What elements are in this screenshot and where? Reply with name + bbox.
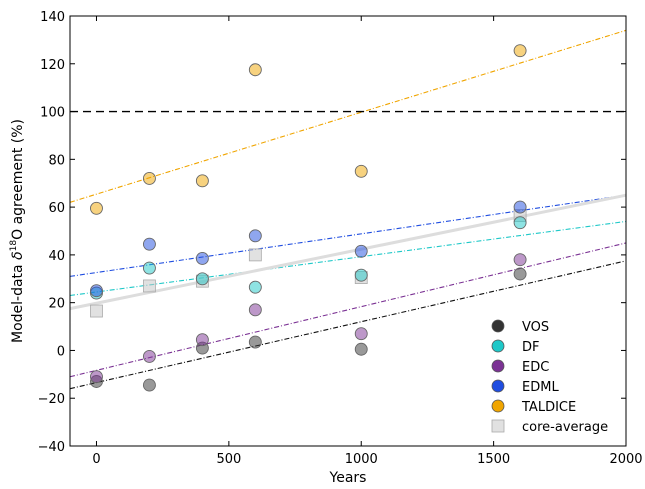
y-tick-label: 0 bbox=[57, 344, 65, 359]
legend-marker-df bbox=[491, 339, 505, 353]
core-average-point bbox=[248, 248, 262, 262]
edc-point bbox=[248, 303, 262, 317]
edc-point bbox=[142, 349, 156, 363]
y-tick-label: −40 bbox=[38, 440, 65, 455]
y-tick-label: −20 bbox=[38, 392, 65, 407]
x-tick-label: 1500 bbox=[477, 452, 510, 467]
edml-point bbox=[513, 200, 527, 214]
df-trend-line bbox=[69, 220, 627, 297]
df-point bbox=[513, 216, 527, 230]
y-tick-label: 20 bbox=[48, 297, 65, 312]
legend-label-taldice: TALDICE bbox=[521, 400, 576, 415]
x-tick-label: 500 bbox=[216, 452, 241, 467]
legend-marker-vos bbox=[491, 319, 505, 333]
df-point bbox=[142, 261, 156, 275]
y-axis-label-prefix: Model-data bbox=[10, 260, 26, 343]
legend-label-df: DF bbox=[522, 340, 540, 355]
y-tick-label: 60 bbox=[48, 201, 65, 216]
y-tick-label: 120 bbox=[40, 58, 65, 73]
edml-point bbox=[248, 229, 262, 243]
taldice-trend-line bbox=[69, 29, 627, 203]
edc-point bbox=[513, 253, 527, 267]
taldice-point bbox=[248, 63, 262, 77]
edc-point bbox=[195, 333, 209, 347]
df-point bbox=[354, 268, 368, 282]
legend: VOS DF EDC EDML TALDICE core-average bbox=[491, 319, 608, 435]
edml-point bbox=[90, 284, 103, 298]
legend-marker-taldice bbox=[491, 399, 505, 413]
taldice-point bbox=[354, 164, 368, 178]
legend-marker-edc bbox=[491, 359, 505, 373]
legend-label-edml: EDML bbox=[522, 380, 559, 395]
y-axis-label-suffix: O agreement (%) bbox=[10, 119, 26, 240]
vos-point bbox=[248, 335, 262, 349]
vos-point bbox=[142, 378, 156, 392]
axes: 0 500 1000 1500 2000 −40 −20 0 20 40 60 80 100 120 140 bbox=[38, 10, 643, 467]
y-tick-label: 100 bbox=[40, 106, 65, 121]
edc-point bbox=[354, 327, 368, 341]
data-points bbox=[90, 44, 527, 392]
y-tick-label: 40 bbox=[48, 249, 65, 264]
x-tick-label: 2000 bbox=[609, 452, 642, 467]
core-average-point bbox=[90, 304, 103, 318]
x-tick-label: 0 bbox=[92, 452, 100, 467]
trend-lines bbox=[69, 29, 627, 390]
taldice-point bbox=[142, 171, 156, 185]
legend-label-edc: EDC bbox=[522, 360, 549, 375]
legend-label-vos: VOS bbox=[522, 320, 549, 335]
y-axis-label-sup: 18 bbox=[9, 240, 19, 252]
y-tick-label: 80 bbox=[48, 153, 65, 168]
edc-point bbox=[90, 370, 103, 384]
legend-marker-core-average bbox=[491, 419, 505, 433]
core-average-point bbox=[143, 279, 156, 293]
df-point bbox=[195, 272, 209, 286]
x-tick-label: 1000 bbox=[345, 452, 378, 467]
vos-point bbox=[513, 267, 527, 281]
taldice-point bbox=[90, 201, 103, 215]
taldice-point bbox=[195, 174, 209, 188]
edml-point bbox=[354, 244, 368, 258]
df-point bbox=[248, 280, 262, 294]
legend-label-core-average: core-average bbox=[522, 420, 608, 435]
vos-point bbox=[354, 342, 368, 356]
x-axis-label: Years bbox=[329, 470, 367, 486]
y-axis-label-delta: δ bbox=[10, 251, 26, 260]
taldice-point bbox=[513, 44, 527, 58]
edml-trend-line bbox=[69, 194, 627, 277]
edml-point bbox=[195, 252, 209, 265]
y-tick-label: 140 bbox=[40, 10, 65, 25]
y-axis-label: Model-data δ18O agreement (%) bbox=[9, 119, 26, 343]
core-average-trend-line bbox=[69, 193, 627, 311]
edml-point bbox=[142, 237, 156, 251]
legend-marker-edml bbox=[491, 379, 505, 393]
plot-frame bbox=[69, 15, 627, 447]
